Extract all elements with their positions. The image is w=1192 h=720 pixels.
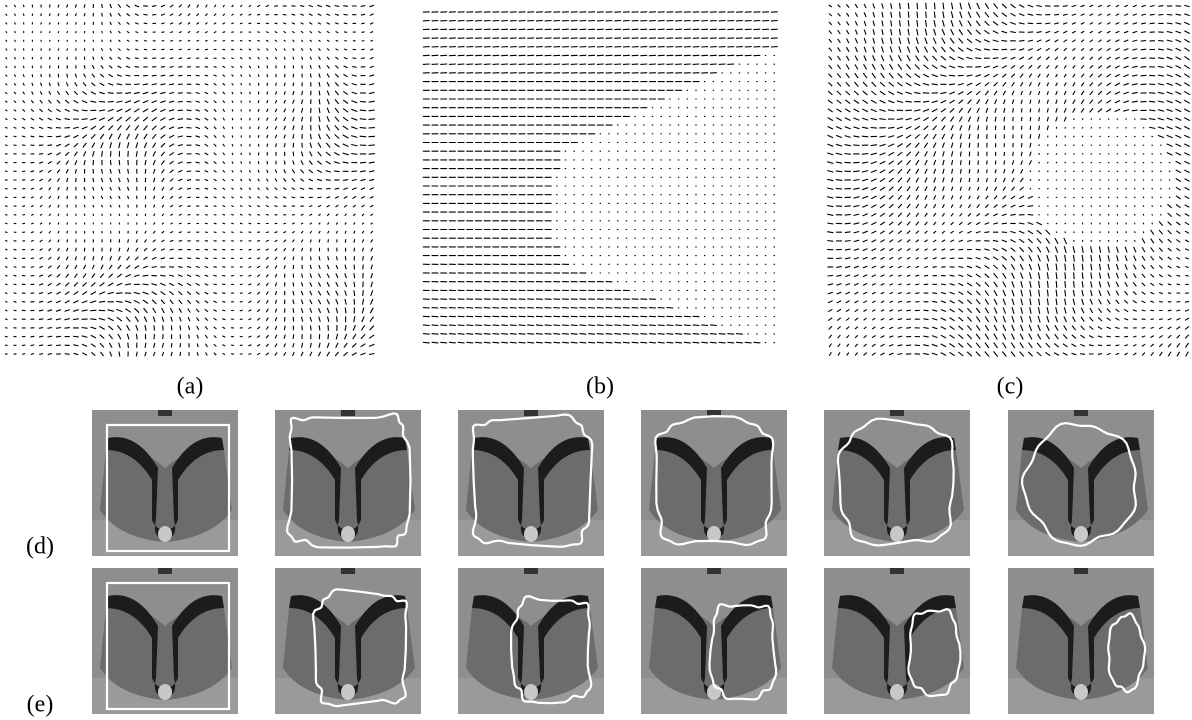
brain-image	[1008, 410, 1154, 556]
brain-image	[275, 410, 421, 556]
brain-image	[641, 568, 787, 714]
brain-image	[824, 410, 970, 556]
vector-field	[423, 12, 778, 343]
row-label: (e)	[27, 692, 54, 718]
brain-image	[275, 568, 421, 714]
panel-label: (b)	[586, 374, 614, 400]
brain-image	[92, 568, 238, 714]
brain-image	[92, 410, 238, 556]
brain-image	[1008, 568, 1154, 714]
brain-slice	[641, 410, 787, 556]
vector-fields	[5, 3, 1190, 357]
figure: (a) (b) (c) (d) (e)	[0, 0, 1192, 720]
vector-arrows	[423, 12, 778, 343]
brain-image	[641, 410, 787, 556]
brain-slice	[824, 410, 970, 556]
brain-slice	[1008, 568, 1154, 714]
panel-label: (a)	[177, 374, 204, 400]
brain-slice	[641, 568, 787, 714]
brain-image	[458, 410, 604, 556]
brain-image	[458, 568, 604, 714]
brain-slice	[275, 410, 421, 556]
brain-slice	[92, 568, 238, 714]
vector-arrows	[5, 4, 375, 357]
brain-slice	[92, 410, 238, 556]
row-label: (d)	[26, 534, 54, 560]
vector-arrows	[827, 3, 1190, 357]
panel-label: (c)	[997, 374, 1024, 400]
brain-slice	[1008, 410, 1154, 556]
brain-image	[824, 568, 970, 714]
segmentation-images	[92, 410, 1154, 714]
brain-slice	[458, 568, 604, 714]
vector-field	[5, 4, 375, 357]
vector-field	[827, 3, 1190, 357]
